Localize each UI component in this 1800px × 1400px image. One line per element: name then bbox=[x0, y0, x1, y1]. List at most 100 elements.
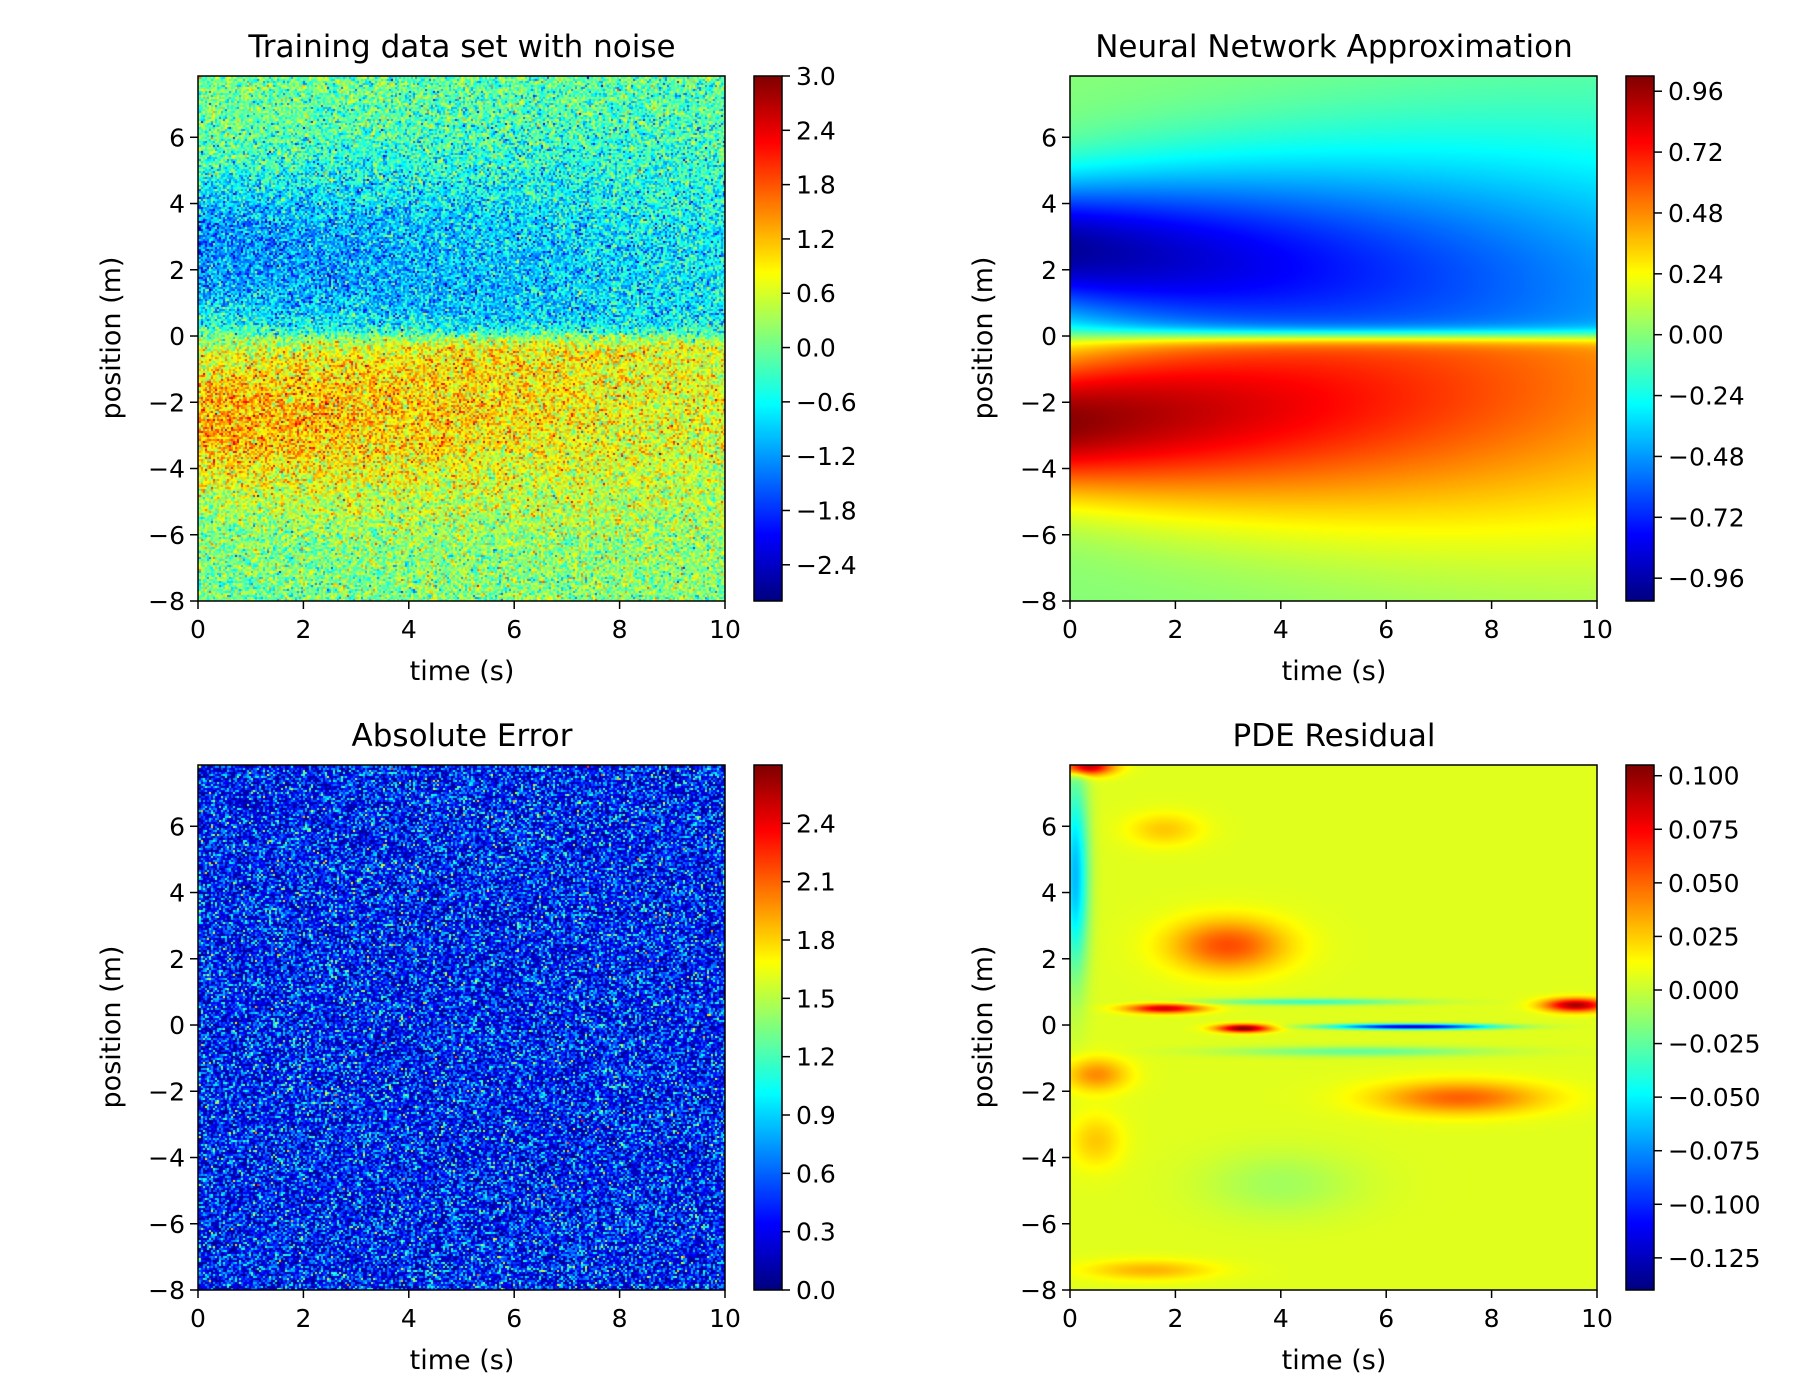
colorbar-tick-label: 0.96 bbox=[1668, 77, 1724, 106]
y-tick-label: −6 bbox=[1020, 521, 1057, 550]
y-tick-label: 6 bbox=[1041, 812, 1057, 841]
colorbar-ticks: −2.4 −1.8 −1.2 −0.6 0.0 0.6 1.2 1.8 2.4 3.0 bbox=[782, 62, 857, 580]
colorbar-tick-label: 1.8 bbox=[796, 926, 836, 955]
y-axis-label: position (m) bbox=[96, 257, 127, 420]
x-tick-label: 10 bbox=[1581, 1304, 1613, 1333]
colorbar bbox=[754, 765, 782, 1290]
x-tick-label: 8 bbox=[1484, 1304, 1500, 1333]
colorbar-tick-label: 0.100 bbox=[1668, 762, 1740, 791]
panel-title: Absolute Error bbox=[352, 718, 573, 754]
heatmap-plot-area bbox=[1070, 76, 1597, 601]
colorbar-frame bbox=[1625, 75, 1655, 602]
colorbar-tick-label: −0.075 bbox=[1668, 1137, 1761, 1166]
y-tick-label: 2 bbox=[1041, 945, 1057, 974]
y-tick-label: 0 bbox=[1041, 322, 1057, 351]
colorbar bbox=[1626, 765, 1654, 1290]
colorbar-tick-label: 0.075 bbox=[1668, 815, 1740, 844]
plot-frame bbox=[1069, 764, 1598, 1291]
colorbar-tick-label: −0.96 bbox=[1668, 564, 1745, 593]
y-axis-ticks: −8 −6 −4 −2 0 2 4 6 bbox=[148, 123, 198, 616]
colorbar-frame bbox=[753, 75, 783, 602]
x-axis-ticks: 0 2 4 6 8 10 bbox=[1062, 1290, 1613, 1333]
colorbar-tick-label: 0.6 bbox=[796, 279, 836, 308]
y-tick-label: 2 bbox=[169, 256, 185, 285]
y-tick-label: 2 bbox=[169, 945, 185, 974]
y-tick-label: −4 bbox=[148, 455, 185, 484]
x-axis-label: time (s) bbox=[1282, 656, 1387, 687]
colorbar-tick-label: 0.6 bbox=[796, 1159, 836, 1188]
colorbar-tick-label: 0.72 bbox=[1668, 138, 1724, 167]
panel-title: PDE Residual bbox=[1233, 718, 1436, 754]
colorbar-ticks: −0.125 −0.100 −0.075 −0.050 −0.025 0.000 0.025… bbox=[1654, 762, 1761, 1273]
colorbar-tick-label: 2.1 bbox=[796, 868, 836, 897]
colorbar-ticks: 0.0 0.3 0.6 0.9 1.2 1.5 1.8 2.1 2.4 bbox=[782, 809, 836, 1305]
x-tick-label: 2 bbox=[295, 615, 311, 644]
panel-training-data: Training data set with noise 0 2 4 6 8 10 −8−… bbox=[96, 29, 857, 687]
colorbar-tick-label: 2.4 bbox=[796, 116, 836, 145]
x-axis-ticks: 0 2 4 6 8 10 bbox=[190, 1290, 741, 1333]
x-tick-label: 0 bbox=[190, 1304, 206, 1333]
colorbar-tick-label: 0.3 bbox=[796, 1218, 836, 1247]
plot-frame bbox=[197, 75, 726, 602]
colorbar-tick-label: 3.0 bbox=[796, 62, 836, 91]
panel-absolute-error: Absolute Error 0 2 4 6 8 10 −8 −6 −4 −2 0 2 4 6 time… bbox=[96, 718, 836, 1376]
y-tick-label: 6 bbox=[169, 812, 185, 841]
x-tick-label: 4 bbox=[401, 1304, 417, 1333]
colorbar-tick-label: −1.2 bbox=[796, 442, 857, 471]
x-tick-label: 6 bbox=[506, 1304, 522, 1333]
x-tick-label: 8 bbox=[612, 615, 628, 644]
y-tick-label: −4 bbox=[148, 1144, 185, 1173]
x-tick-label: 4 bbox=[401, 615, 417, 644]
panel-title: Neural Network Approximation bbox=[1095, 29, 1573, 65]
y-axis-ticks: −8 −6 −4 −2 0 2 4 6 bbox=[1020, 812, 1070, 1305]
y-axis-label: position (m) bbox=[968, 257, 999, 420]
x-tick-label: 8 bbox=[612, 1304, 628, 1333]
x-tick-label: 2 bbox=[295, 1304, 311, 1333]
y-tick-label: 2 bbox=[1041, 256, 1057, 285]
y-tick-label: −6 bbox=[1020, 1210, 1057, 1239]
colorbar-tick-label: 2.4 bbox=[796, 809, 836, 838]
y-tick-label: −4 bbox=[1020, 455, 1057, 484]
y-tick-label: −8 bbox=[1020, 587, 1057, 616]
x-tick-label: 10 bbox=[709, 615, 741, 644]
y-tick-label: 4 bbox=[1041, 879, 1057, 908]
colorbar-tick-label: −0.72 bbox=[1668, 503, 1745, 532]
y-tick-label: 6 bbox=[1041, 123, 1057, 152]
colorbar-frame bbox=[1625, 764, 1655, 1291]
colorbar-tick-label: 0.025 bbox=[1668, 922, 1740, 951]
x-tick-label: 8 bbox=[1484, 615, 1500, 644]
y-axis-ticks: −8 −6 −4 −2 0 2 4 6 bbox=[1020, 123, 1070, 616]
panel-nn-approximation: Neural Network Approximation 0 2 4 6 8 10 −8 −… bbox=[968, 29, 1745, 687]
x-axis-label: time (s) bbox=[1282, 1345, 1387, 1376]
colorbar bbox=[754, 76, 782, 601]
x-tick-label: 4 bbox=[1273, 1304, 1289, 1333]
colorbar-tick-label: 1.8 bbox=[796, 171, 836, 200]
y-tick-label: 0 bbox=[169, 322, 185, 351]
x-tick-label: 0 bbox=[1062, 615, 1078, 644]
plot-frame bbox=[197, 764, 726, 1291]
colorbar-tick-label: 1.2 bbox=[796, 225, 836, 254]
y-tick-label: 0 bbox=[1041, 1011, 1057, 1040]
y-tick-label: 4 bbox=[169, 879, 185, 908]
colorbar-tick-label: −0.025 bbox=[1668, 1030, 1761, 1059]
colorbar-tick-label: 0.48 bbox=[1668, 199, 1724, 228]
colorbar-tick-label: 0.0 bbox=[796, 334, 836, 363]
colorbar-tick-label: −0.6 bbox=[796, 388, 857, 417]
colorbar-tick-label: −0.24 bbox=[1668, 382, 1745, 411]
heatmap-plot-area bbox=[1070, 765, 1597, 1290]
colorbar-tick-label: −1.8 bbox=[796, 496, 857, 525]
y-tick-label: −2 bbox=[148, 1077, 185, 1106]
y-axis-label: position (m) bbox=[968, 946, 999, 1109]
colorbar-tick-label: 1.5 bbox=[796, 984, 836, 1013]
colorbar-tick-label: 0.000 bbox=[1668, 976, 1740, 1005]
y-tick-label: 6 bbox=[169, 123, 185, 152]
x-axis-label: time (s) bbox=[410, 656, 515, 687]
x-tick-label: 10 bbox=[1581, 615, 1613, 644]
colorbar bbox=[1626, 76, 1654, 601]
y-tick-label: −2 bbox=[1020, 388, 1057, 417]
x-tick-label: 4 bbox=[1273, 615, 1289, 644]
y-tick-label: 0 bbox=[169, 1011, 185, 1040]
x-tick-label: 6 bbox=[1378, 1304, 1394, 1333]
y-axis-ticks: −8 −6 −4 −2 0 2 4 6 bbox=[148, 812, 198, 1305]
panel-title: Training data set with noise bbox=[247, 29, 675, 65]
